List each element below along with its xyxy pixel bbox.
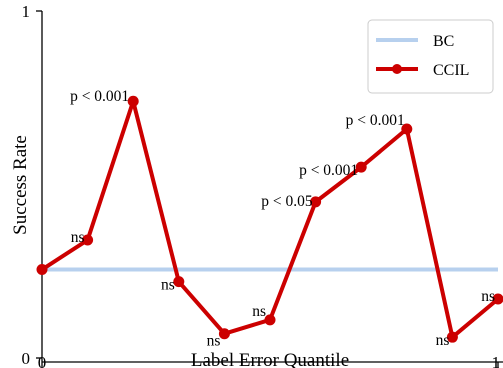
- legend-box: [367, 19, 494, 94]
- data-point-ccil: [127, 95, 139, 107]
- y-axis-label: Success Rate: [10, 135, 31, 235]
- significance-label: p < 0.05: [261, 193, 313, 210]
- significance-label: ns: [481, 288, 495, 305]
- series-line-ccil: [40, 99, 500, 340]
- data-point-ccil: [355, 161, 367, 173]
- data-point-ccil: [82, 234, 94, 246]
- significance-label: ns: [207, 333, 221, 350]
- data-point-ccil: [492, 293, 503, 305]
- legend-label-ccil: CCIL: [433, 62, 469, 79]
- significance-label: p < 0.001: [70, 88, 129, 105]
- y-tick-label-top: 1: [22, 2, 31, 21]
- y-tick-label-bottom: 0: [22, 349, 31, 368]
- data-point-ccil: [446, 331, 458, 343]
- data-point-ccil: [401, 123, 413, 135]
- data-point-ccil: [36, 264, 48, 276]
- x-tick-label-0: 0: [38, 353, 47, 368]
- data-point-ccil: [173, 276, 185, 288]
- significance-label: ns: [161, 277, 175, 294]
- significance-label: ns: [252, 303, 266, 320]
- significance-label: ns: [436, 332, 450, 349]
- significance-label: p < 0.001: [346, 112, 405, 129]
- significance-label: p < 0.001: [299, 162, 358, 179]
- legend: BC CCIL: [367, 19, 494, 94]
- data-point-ccil: [218, 328, 230, 340]
- significance-label: ns: [71, 229, 85, 246]
- plot-area: ns p < 0.001 ns ns ns p < 0.05 p < 0.001 p < 0.…: [36, 88, 503, 350]
- data-point-ccil: [310, 196, 322, 208]
- x-axis-label: Label Error Quantile: [191, 350, 349, 368]
- x-tick-label-1: 1: [492, 353, 501, 368]
- legend-marker-ccil: [392, 64, 402, 74]
- data-point-ccil: [264, 314, 276, 326]
- legend-label-bc: BC: [433, 33, 454, 50]
